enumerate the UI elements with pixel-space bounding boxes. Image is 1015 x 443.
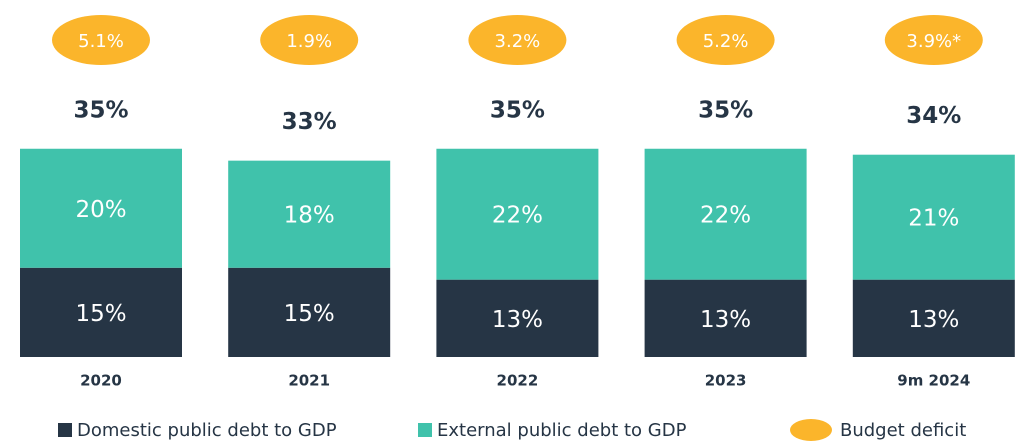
deficit-label: 1.9% [286, 31, 332, 52]
legend-swatch [418, 423, 432, 437]
segment-label: 18% [284, 203, 335, 229]
deficit-oval [468, 15, 567, 65]
deficit-oval [884, 15, 983, 65]
x-tick-label: 2021 [288, 372, 330, 390]
deficit-oval [676, 15, 775, 65]
deficit-oval [52, 15, 150, 65]
deficit-oval [260, 15, 359, 65]
segment-label: 22% [492, 203, 543, 229]
total-label: 33% [282, 109, 337, 135]
bar-segment [436, 279, 599, 357]
total-label: 35% [490, 97, 545, 123]
deficit-label: 3.2% [495, 31, 541, 52]
bar-segment [436, 148, 599, 280]
bar-segment [644, 279, 807, 357]
legend-swatch [58, 423, 72, 437]
segment-label: 13% [492, 307, 543, 333]
bar-segment [852, 154, 1015, 280]
segment-label: 21% [908, 206, 959, 232]
bar-segment [20, 148, 182, 268]
legend-swatch [790, 419, 832, 441]
bar-segment [228, 160, 391, 268]
deficit-label: 3.9%* [906, 31, 961, 52]
x-tick-label: 9m 2024 [897, 372, 970, 390]
x-tick-label: 2020 [80, 372, 122, 390]
segment-label: 15% [75, 301, 126, 327]
bar-segment [20, 267, 182, 357]
deficit-label: 5.1% [78, 31, 124, 52]
segment-label: 15% [284, 301, 335, 327]
total-label: 35% [73, 97, 128, 123]
x-tick-label: 2023 [705, 372, 747, 390]
segment-label: 13% [700, 307, 751, 333]
total-label: 34% [906, 103, 961, 129]
bar-segment [228, 267, 391, 357]
bar-segment [852, 279, 1015, 357]
legend-label: Budget deficit [840, 420, 966, 441]
bar-segment [644, 148, 807, 280]
x-tick-label: 2022 [497, 372, 539, 390]
total-label: 35% [698, 97, 753, 123]
segment-label: 20% [75, 197, 126, 223]
legend-label: External public debt to GDP [437, 420, 687, 441]
segment-label: 13% [908, 307, 959, 333]
segment-label: 22% [700, 203, 751, 229]
deficit-label: 5.2% [703, 31, 749, 52]
legend-label: Domestic public debt to GDP [77, 420, 337, 441]
